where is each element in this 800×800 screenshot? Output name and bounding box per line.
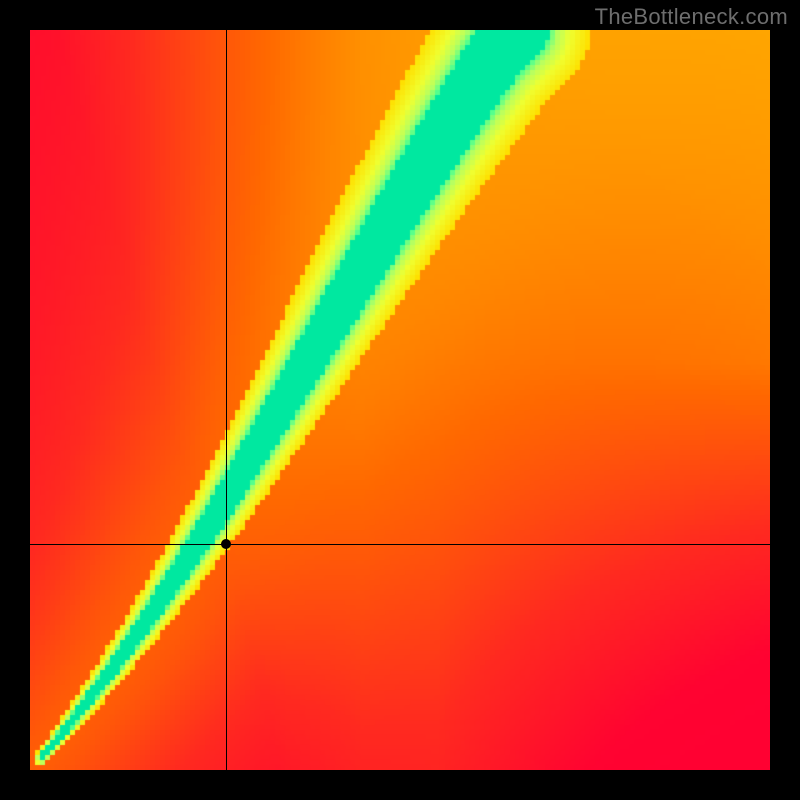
- crosshair-marker: [221, 539, 231, 549]
- attribution-text: TheBottleneck.com: [595, 4, 788, 30]
- chart-frame: TheBottleneck.com: [0, 0, 800, 800]
- heatmap-canvas: [30, 30, 770, 770]
- crosshair-vertical: [226, 30, 227, 770]
- crosshair-horizontal: [30, 544, 770, 545]
- plot-area: [30, 30, 770, 770]
